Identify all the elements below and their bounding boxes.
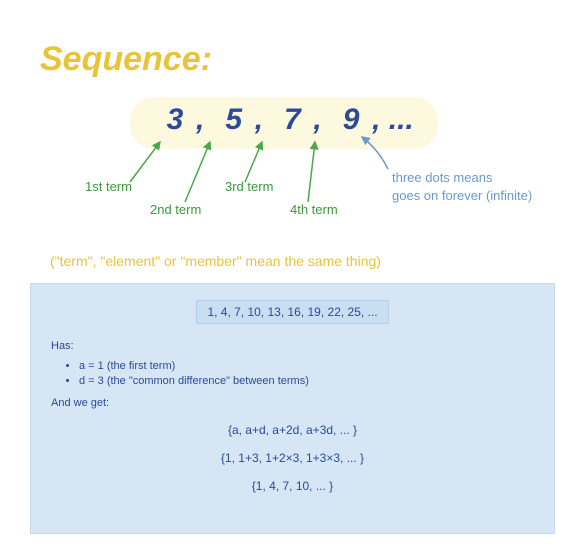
sequence-pill: 3, 5, 7, 9, ...: [130, 97, 438, 149]
sequence-diagram: 3, 5, 7, 9, ... 1st term 2nd term 3rd te…: [30, 87, 555, 247]
has-label: Has:: [51, 340, 534, 352]
term-2: 5: [213, 103, 255, 137]
formula-general: {a, a+d, a+2d, a+3d, ... }: [51, 423, 534, 437]
and-we-get-label: And we get:: [51, 397, 534, 409]
bullet-d: d = 3 (the "common difference" between t…: [79, 375, 319, 387]
label-term-2: 2nd term: [150, 202, 201, 217]
bullet-a: a = 1 (the first term): [79, 360, 319, 372]
example-sequence-bar: 1, 4, 7, 10, 13, 16, 19, 22, 25, ...: [196, 300, 388, 324]
has-list: a = 1 (the first term) d = 3 (the "commo…: [51, 360, 534, 387]
label-term-4: 4th term: [290, 202, 338, 217]
comma: ,: [196, 103, 204, 136]
term-4: 9: [330, 103, 372, 137]
example-box: 1, 4, 7, 10, 13, 16, 19, 22, 25, ... Has…: [30, 283, 555, 534]
ellipsis: ...: [389, 103, 414, 136]
comma: ,: [372, 103, 380, 136]
comma: ,: [313, 103, 321, 136]
term-3: 7: [271, 103, 313, 137]
label-infinite: three dots means goes on forever (infini…: [392, 169, 532, 205]
label-term-1: 1st term: [85, 179, 132, 194]
arrow-term-4: [308, 142, 315, 202]
arrow-term-2: [185, 142, 210, 202]
terminology-note: ("term", "element" or "member" mean the …: [50, 253, 555, 269]
formula-result: {1, 4, 7, 10, ... }: [51, 479, 534, 493]
comma: ,: [255, 103, 263, 136]
formula-substituted: {1, 1+3, 1+2×3, 1+3×3, ... }: [51, 451, 534, 465]
term-1: 3: [154, 103, 196, 137]
heading-title: Sequence:: [40, 40, 555, 79]
label-term-3: 3rd term: [225, 179, 273, 194]
